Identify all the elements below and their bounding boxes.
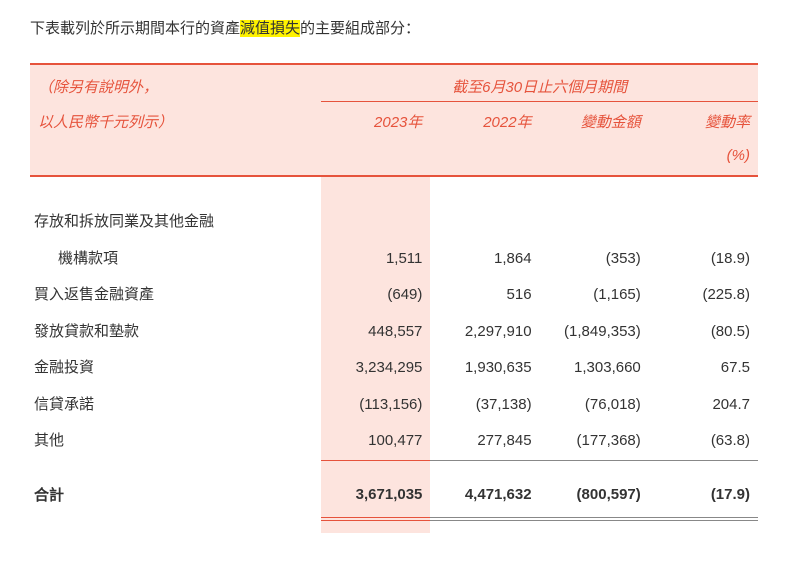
total-pct: (17.9) — [649, 474, 758, 519]
row-label: 信貸承諾 — [30, 387, 285, 424]
cell-pct: (18.9) — [649, 241, 758, 278]
table-row: 機構款項 1,511 1,864 (353) (18.9) — [30, 241, 758, 278]
cell-amt: (353) — [540, 241, 649, 278]
header-note-line2: 以人民幣千元列示） — [30, 102, 285, 139]
cell-2023: (113,156) — [321, 387, 430, 424]
row-label: 發放貸款和墊款 — [30, 314, 285, 351]
cell-amt: (177,368) — [540, 423, 649, 460]
col-2022: 2022年 — [430, 102, 539, 139]
total-label: 合計 — [30, 474, 285, 519]
cell-2023: 448,557 — [321, 314, 430, 351]
total-2023: 3,671,035 — [321, 474, 430, 519]
table-row: 金融投資 3,234,295 1,930,635 1,303,660 67.5 — [30, 350, 758, 387]
cell-2022: 2,297,910 — [430, 314, 539, 351]
cell-pct: (63.8) — [649, 423, 758, 460]
cell-2022: 277,845 — [430, 423, 539, 460]
cell-pct: (225.8) — [649, 277, 758, 314]
cell-amt: (1,849,353) — [540, 314, 649, 351]
col-2023: 2023年 — [321, 102, 430, 139]
cell-pct: (80.5) — [649, 314, 758, 351]
table-row: 發放貸款和墊款 448,557 2,297,910 (1,849,353) (8… — [30, 314, 758, 351]
cell-2022: 516 — [430, 277, 539, 314]
row-label: 買入返售金融資產 — [30, 277, 285, 314]
intro-pre: 下表載列於所示期間本行的資產 — [30, 20, 240, 37]
row-label: 其他 — [30, 423, 285, 460]
table-row: 信貸承諾 (113,156) (37,138) (76,018) 204.7 — [30, 387, 758, 424]
col-change-amt: 變動金額 — [540, 102, 649, 139]
table-row: 買入返售金融資產 (649) 516 (1,165) (225.8) — [30, 277, 758, 314]
cell-2023: 100,477 — [321, 423, 430, 460]
col-pct-unit: (%) — [649, 139, 758, 177]
cell-2023: 1,511 — [321, 241, 430, 278]
header-period: 截至6月30日止六個月期間 — [321, 64, 758, 102]
cell-2023: 3,234,295 — [321, 350, 430, 387]
total-row: 合計 3,671,035 4,471,632 (800,597) (17.9) — [30, 474, 758, 519]
impairment-loss-table: （除另有說明外， 截至6月30日止六個月期間 以人民幣千元列示） 2023年 2… — [30, 63, 758, 533]
cell-pct: 204.7 — [649, 387, 758, 424]
cell-amt: (1,165) — [540, 277, 649, 314]
table-row: 存放和拆放同業及其他金融 — [30, 204, 758, 241]
intro-text: 下表載列於所示期間本行的資產減值損失的主要組成部分： — [30, 18, 758, 41]
table-row: 其他 100,477 277,845 (177,368) (63.8) — [30, 423, 758, 460]
cell-pct: 67.5 — [649, 350, 758, 387]
cell-2022: 1,930,635 — [430, 350, 539, 387]
cell-2022: (37,138) — [430, 387, 539, 424]
header-note-line1: （除另有說明外， — [30, 64, 285, 102]
total-amt: (800,597) — [540, 474, 649, 519]
row-label: 金融投資 — [30, 350, 285, 387]
cell-amt: 1,303,660 — [540, 350, 649, 387]
cell-2023: (649) — [321, 277, 430, 314]
cell-amt: (76,018) — [540, 387, 649, 424]
intro-highlight: 減值損失 — [240, 20, 300, 37]
row-label: 存放和拆放同業及其他金融 — [30, 204, 285, 241]
row-label: 機構款項 — [30, 241, 285, 278]
col-change-pct: 變動率 — [649, 102, 758, 139]
cell-2022: 1,864 — [430, 241, 539, 278]
intro-post: 的主要組成部分： — [300, 20, 420, 37]
total-2022: 4,471,632 — [430, 474, 539, 519]
